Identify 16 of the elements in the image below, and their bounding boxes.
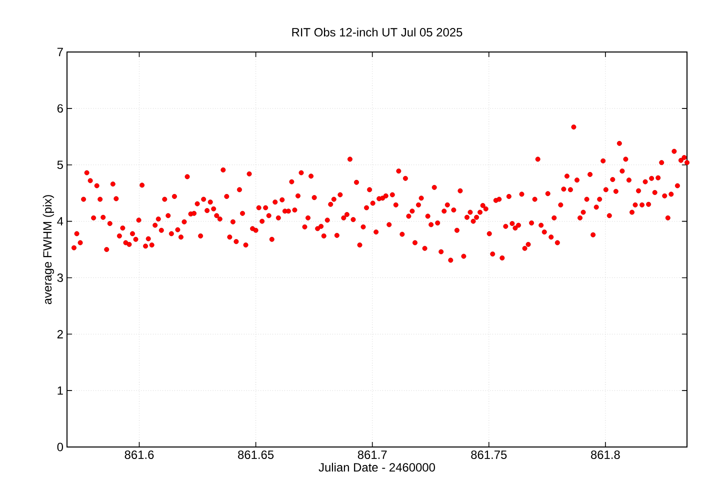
x-axis-title: Julian Date - 2460000: [318, 462, 435, 472]
y-tick-label: 3: [57, 273, 63, 282]
x-tick-label: 861.6: [124, 450, 154, 459]
x-tick-label: 861.65: [238, 450, 274, 459]
y-tick-label: 4: [57, 217, 64, 226]
y-axis-title: average FWHM (pix): [42, 195, 54, 304]
x-tick-label: 861.75: [471, 450, 507, 459]
y-tick-label: 6: [57, 104, 63, 113]
y-tick-label: 7: [57, 48, 63, 56]
y-tick-label: 2: [57, 330, 63, 338]
y-tick-label: 1: [58, 386, 63, 395]
x-tick-label: 861.7: [358, 450, 387, 459]
y-tick-label: 0: [57, 442, 64, 452]
x-tick-label: 861.8: [590, 450, 620, 459]
chart-title: RIT Obs 12-inch UT Jul 05 2025: [292, 28, 462, 36]
y-tick-label: 5: [57, 160, 63, 170]
